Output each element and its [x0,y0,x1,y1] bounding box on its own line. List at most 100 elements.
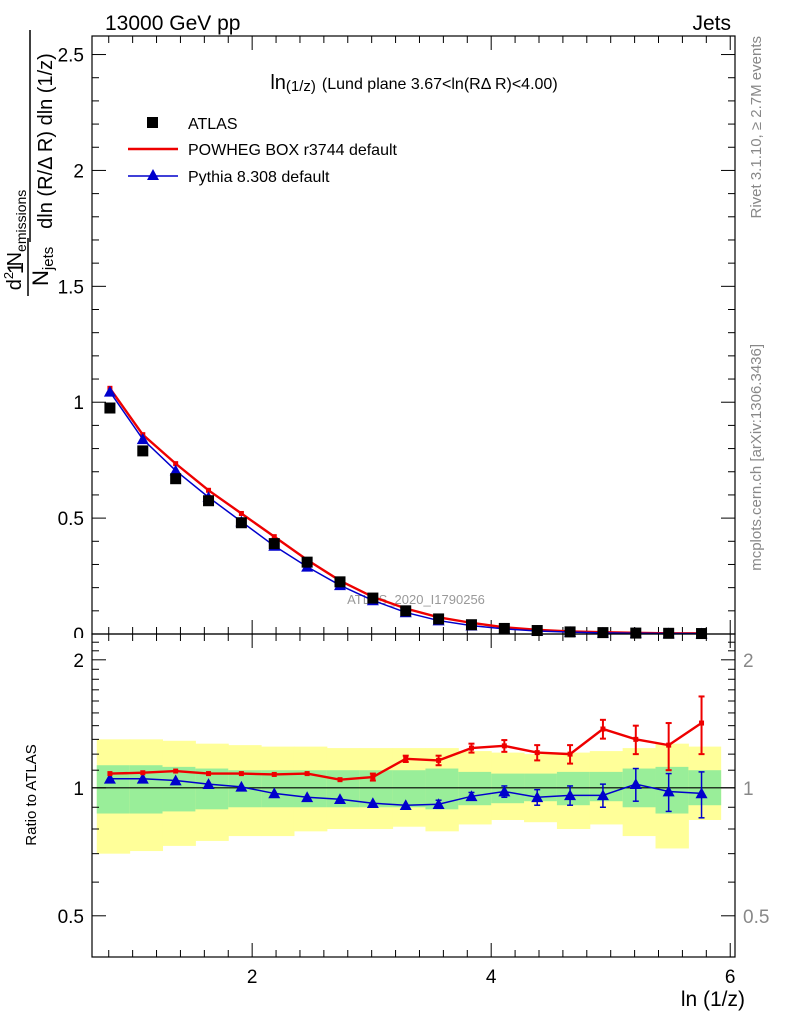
powheg-point [238,510,244,516]
main-y-axis: 0.5 1 1.5 2 2.5 0 [58,46,735,646]
main-title: ln(1/z) (Lund plane 3.67<ln(RΔ R)<4.00) [270,72,557,95]
ylabel-deriv-den: dln (R/Δ R) dln (1/z) [35,53,57,229]
atlas-point [564,626,576,638]
ratio-powheg-point [403,756,409,762]
ratio-powheg-point [337,777,343,783]
ratio-powheg-point [304,771,310,777]
atlas-point [663,627,675,639]
ratio-powheg-point [271,771,277,777]
ratio-pythia-point [235,780,248,792]
x-axis-label: ln (1/z) [681,988,745,1011]
ratio-powheg-point [501,743,507,749]
ylabel-frac-den: N [28,270,53,286]
main-y-tick-label: 2.5 [58,46,84,67]
ratio-y-tick-label: 2 [73,651,84,672]
side-rivet-label: Rivet 3.1.10, ≥ 2.7M events [748,36,765,219]
atlas-point [137,445,149,457]
x-tick-label: 4 [486,967,497,988]
ratio-powheg-point [173,768,179,774]
ratio-pythia-point [301,791,314,803]
powheg-point [271,534,277,540]
atlas-point [465,619,477,631]
ratio-powheg-point [468,745,474,751]
ratio-powheg-point [370,774,376,780]
ratio-plot-frame [91,633,736,958]
main-title-prefix: ln [270,72,286,94]
atlas-point [433,613,445,625]
ratio-powheg-point [206,771,212,777]
ylabel-deriv-num: d [4,279,26,290]
ratio-pythia-point [432,798,445,810]
legend-atlas-marker [147,117,158,128]
ratio-powheg-point [600,726,606,732]
legend-pythia-label: Pythia 8.308 default [188,169,330,186]
atlas-point [400,605,412,617]
ratio-y-axis: 0.5 0.5 1 1 2 2 [58,633,769,958]
atlas-point [301,556,313,568]
ratio-powheg-point [699,720,705,726]
powheg-point [173,461,179,467]
atlas-point [498,622,510,634]
ratio-pythia-point [136,772,149,784]
header-process-label: Jets [692,12,731,35]
legend-pythia-marker [147,169,159,180]
ratio-powheg-point [107,771,113,777]
pythia-point [169,464,182,476]
ratio-pythia-point [662,785,675,797]
main-y-tick-label: 0.5 [58,509,84,530]
main-title-sub: (1/z) [286,78,316,95]
ratio-y-tick-label-right: 0.5 [743,907,769,928]
legend-powheg-label: POWHEG BOX r3744 default [188,142,398,159]
ylabel-deriv-num-group: d2 Nemissions [1,190,29,291]
ratio-uncertainty-bands [96,739,722,854]
atlas-point [268,538,280,550]
powheg-point [206,487,212,493]
band-inner-bin [261,770,295,808]
ratio-pythia-point [333,793,346,805]
atlas-point [531,625,543,637]
ratio-powheg-point [666,742,672,748]
ratio-powheg-point [238,771,244,777]
main-y-tick-label-zero: 0 [73,625,84,646]
ratio-pythia-point [399,799,412,811]
ylabel-deriv-num-rest: N [4,252,26,272]
ylabel-frac-den-group: Njets [28,247,57,286]
band-inner-bin [556,771,591,806]
main-y-axis-label: 1 Njets d2 Nemissions dln (R/Δ R) dln (1… [1,30,57,296]
main-y-tick-label: 2 [73,161,84,182]
main-panel: 0.5 1 1.5 2 2.5 0 ln(1/z) (Lund plane 3.67<ln(… [1,30,736,646]
ratio-pythia-point [629,778,642,789]
band-inner-bin [425,768,459,810]
ratio-y-tick-label-right: 2 [743,651,754,672]
header-energy-label: 13000 GeV pp [105,12,240,35]
ratio-pythia-point [465,790,478,802]
atlas-point [630,627,642,639]
ylabel-deriv-num-sup: 2 [1,272,16,279]
ylabel-frac-den-sub: jets [40,247,57,271]
band-inner-bin [392,770,426,808]
ylabel-frac-num: 1 [3,262,28,274]
ratio-pythia-point [596,789,609,801]
atlas-point [597,627,609,639]
ratio-powheg-point [140,770,146,776]
ratio-pythia-point [498,785,511,797]
atlas-point [334,576,346,588]
ratio-powheg-point [567,751,573,757]
ratio-y-tick-label: 0.5 [58,907,84,928]
ratio-powheg-point [436,757,442,763]
x-tick-label: 2 [247,967,258,988]
ratio-pythia-point [366,797,379,808]
ratio-pythia-point [103,772,116,784]
ratio-pythia-point [268,787,281,799]
main-title-rest: (Lund plane 3.67<ln(RΔ R)<4.00) [322,76,558,93]
main-y-tick-label: 1 [73,393,84,414]
pythia-point [136,433,149,445]
ratio-y-tick-label: 1 [73,779,84,800]
ylabel-deriv-num-sub: emissions [13,190,29,252]
ratio-pythia-point [695,787,708,799]
ratio-y-tick-label-right: 1 [743,779,754,800]
atlas-point [170,473,182,485]
legend-atlas-label: ATLAS [188,116,238,133]
ratio-y-axis-label: Ratio to ATLAS [23,744,40,845]
